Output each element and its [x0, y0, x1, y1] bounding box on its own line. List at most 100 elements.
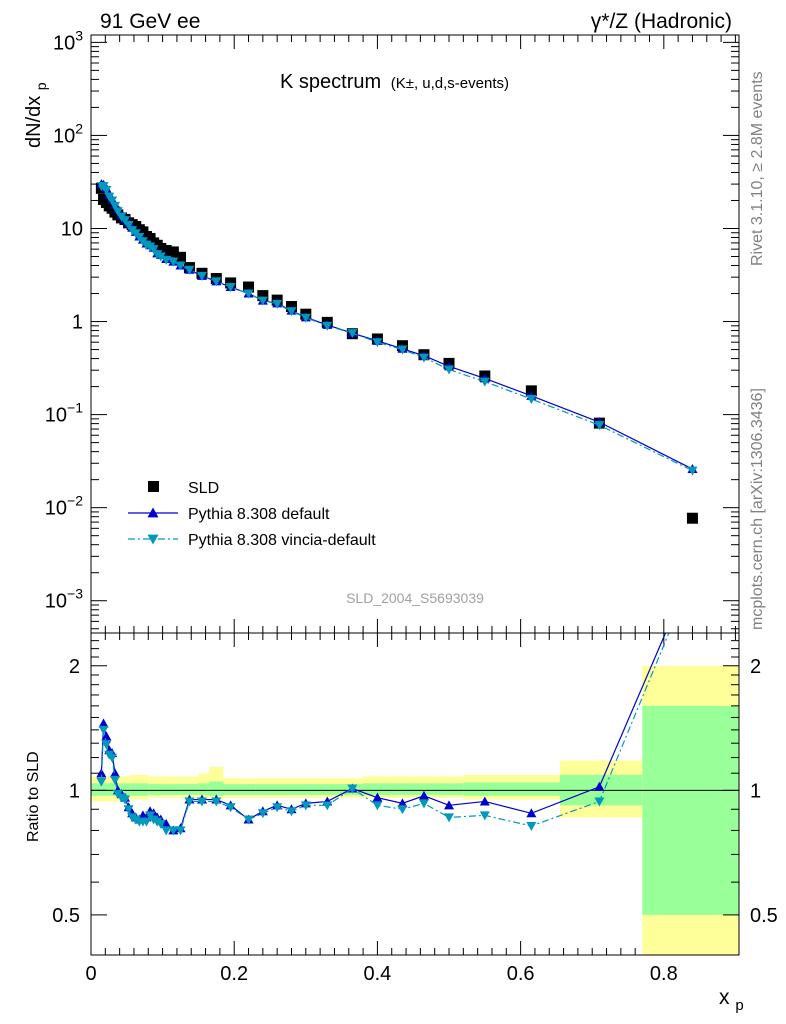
data-point: [148, 245, 159, 255]
data-point: [300, 313, 311, 323]
analysis-id: SLD_2004_S5693039: [346, 590, 484, 606]
ratio-y-tick-label: 2: [69, 656, 80, 678]
ratio-band-green: [463, 782, 560, 796]
y-tick-label: 103: [53, 27, 83, 54]
ratio-y-tick-label-right: 0.5: [750, 905, 778, 927]
data-point-sld: [525, 385, 537, 397]
data-point: [322, 321, 333, 331]
ratio-point: [96, 768, 107, 778]
header-right: γ*/Z (Hadronic): [591, 10, 732, 33]
ratio-frame: [90, 632, 740, 956]
ratio-point: [418, 799, 429, 809]
ratio-point: [109, 768, 120, 778]
data-point: [107, 196, 118, 206]
ratio-point: [98, 725, 109, 735]
y-axis-label-sub: p: [33, 82, 49, 90]
data-point: [272, 299, 283, 309]
data-point: [175, 261, 186, 271]
data-point: [526, 395, 537, 405]
series-0: [95, 182, 698, 524]
ratio-point: [98, 718, 109, 728]
x-axis-label: x p: [719, 986, 744, 1014]
x-tick-label: 0.8: [650, 963, 678, 985]
x-tick-label: 0: [85, 963, 96, 985]
data-point: [397, 345, 408, 355]
ratio-point: [184, 797, 195, 807]
ratio-band-green: [198, 783, 210, 795]
ratio-point: [444, 800, 455, 810]
data-point: [418, 353, 429, 363]
data-point: [225, 283, 236, 293]
ratio-point: [322, 801, 333, 811]
chart-title-main: K spectrum: [280, 71, 381, 93]
ratio-point: [526, 821, 537, 831]
ratio-y-tick-label: 1: [69, 780, 80, 802]
ratio-band-green: [148, 784, 199, 795]
data-point: [479, 377, 490, 387]
legend-marker: [147, 507, 159, 518]
ratio-band-green: [130, 783, 149, 796]
data-point-sld: [167, 246, 179, 258]
series-2: [96, 182, 698, 476]
ratio-y-tick-label-right: 1: [750, 780, 761, 802]
legend: SLD Pythia 8.308 default Pythia 8.308 vinc…: [128, 480, 376, 549]
y-tick-label: 102: [53, 120, 83, 147]
ratio-y-label: Ratio to SLD: [25, 751, 42, 842]
data-point: [109, 201, 120, 211]
ratio-band-green: [642, 705, 739, 915]
data-point: [168, 257, 179, 267]
ratio-y-tick-label: 0.5: [52, 905, 80, 927]
data-point: [101, 185, 112, 195]
chart-title: K spectrum (K±, u,d,s-events): [280, 71, 509, 93]
y-axis-label: dN/dx p: [23, 82, 49, 148]
ratio-point: [107, 753, 118, 763]
data-point: [196, 271, 207, 281]
data-point: [372, 338, 383, 348]
data-point: [257, 296, 268, 306]
y-tick-label: 10−3: [45, 586, 83, 613]
data-point-sld: [160, 245, 172, 257]
x-axis-label-main: x: [719, 986, 730, 1009]
data-point: [155, 252, 166, 262]
ratio-point: [161, 826, 172, 836]
data-point-sld: [243, 281, 255, 293]
ratio-point: [372, 792, 383, 802]
ratio-point: [101, 740, 112, 750]
y-tick-label: 1: [72, 312, 83, 334]
data-point: [120, 216, 131, 226]
data-point: [444, 365, 455, 375]
ratio-point: [168, 826, 179, 836]
ratio-band-green: [209, 781, 224, 796]
ratio-panel: 0 0.2 0.4 0.6 0.8 0.5 0.5 1 1 2 2 Ratio to SLD: [25, 632, 778, 985]
legend-marker: [147, 534, 159, 545]
mcplots-credit-text: mcplots.cern.ch [arXiv:1306.3436]: [749, 388, 766, 630]
ratio-point: [211, 797, 222, 807]
data-point: [347, 329, 358, 339]
x-tick-label: 0.6: [507, 963, 535, 985]
ratio-point: [272, 803, 283, 813]
ratio-point: [526, 808, 537, 818]
data-point: [286, 307, 297, 317]
ratio-point: [175, 826, 186, 836]
data-point: [211, 277, 222, 287]
data-point-sld: [175, 251, 187, 263]
legend-label: SLD: [188, 480, 219, 497]
ratio-point: [594, 781, 605, 791]
header-left: 91 GeV ee: [100, 10, 200, 33]
main-panel: 10−3 10−2 10−1 1 10 102 103 K spectrum (K±, u,…: [23, 27, 740, 955]
ratio-point: [161, 818, 172, 828]
ratio-point: [257, 809, 268, 819]
legend-marker-square: [148, 481, 159, 492]
y-tick-label: 10: [61, 218, 83, 240]
ratio-point: [101, 731, 112, 741]
ratio-point: [347, 784, 358, 794]
data-point-sld: [686, 512, 698, 524]
ratio-point: [120, 795, 131, 805]
ratio-point: [397, 798, 408, 808]
ratio-point: [196, 797, 207, 807]
ratio-point: [397, 805, 408, 815]
legend-label: Pythia 8.308 default: [188, 506, 330, 523]
ratio-band-green: [363, 783, 464, 795]
data-point: [243, 289, 254, 299]
